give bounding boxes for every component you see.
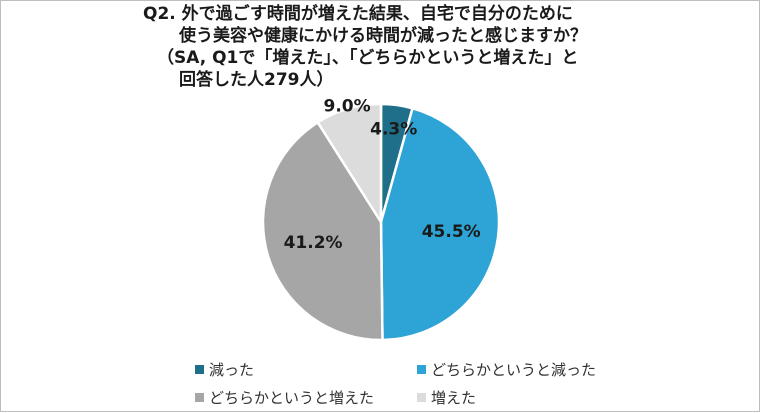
legend-item-3: どちらかというと増えた — [195, 387, 374, 408]
chart-title: Q2. 外で過ごす時間が増えた結果、自宅で自分のために 使う美容や健康にかける時… — [143, 3, 743, 91]
legend-label-1: 減った — [209, 361, 255, 379]
legend-item-2: どちらかというと減った — [417, 359, 596, 380]
legend-swatch-2 — [417, 365, 426, 374]
pie-data-label-1: 4.3% — [370, 120, 417, 140]
pie-slice-4 — [316, 102, 383, 224]
legend-label-4: 増えた — [431, 389, 477, 407]
pie-data-label-3: 41.2% — [284, 233, 343, 253]
chart-title-line-2: 使う美容や健康にかける時間が減ったと感じますか？ — [179, 26, 587, 46]
legend-label-2: どちらかというと減った — [431, 361, 597, 379]
legend-swatch-4 — [417, 393, 426, 402]
pie-slice-2 — [379, 107, 501, 342]
pie-data-label-4: 9.0% — [324, 96, 371, 116]
pie-data-label-2: 45.5% — [422, 222, 481, 242]
legend-swatch-3 — [195, 393, 204, 402]
chart-title-line-4: 回答した人279人） — [179, 70, 334, 90]
legend-label-3: どちらかというと増えた — [209, 389, 375, 407]
legend-swatch-1 — [195, 365, 204, 374]
legend-item-1: 減った — [195, 359, 254, 380]
chart-title-line-3: （SA, Q1で「増えた」、「どちらかというと増えた」と — [157, 48, 579, 68]
pie-slice-3 — [261, 121, 384, 342]
legend-item-4: 増えた — [417, 387, 476, 408]
chart-title-line-1: Q2. 外で過ごす時間が増えた結果、自宅で自分のために — [143, 4, 573, 24]
chart-legend: 減った どちらかというと減ったどちらかというと増えた 増えた — [195, 359, 615, 411]
